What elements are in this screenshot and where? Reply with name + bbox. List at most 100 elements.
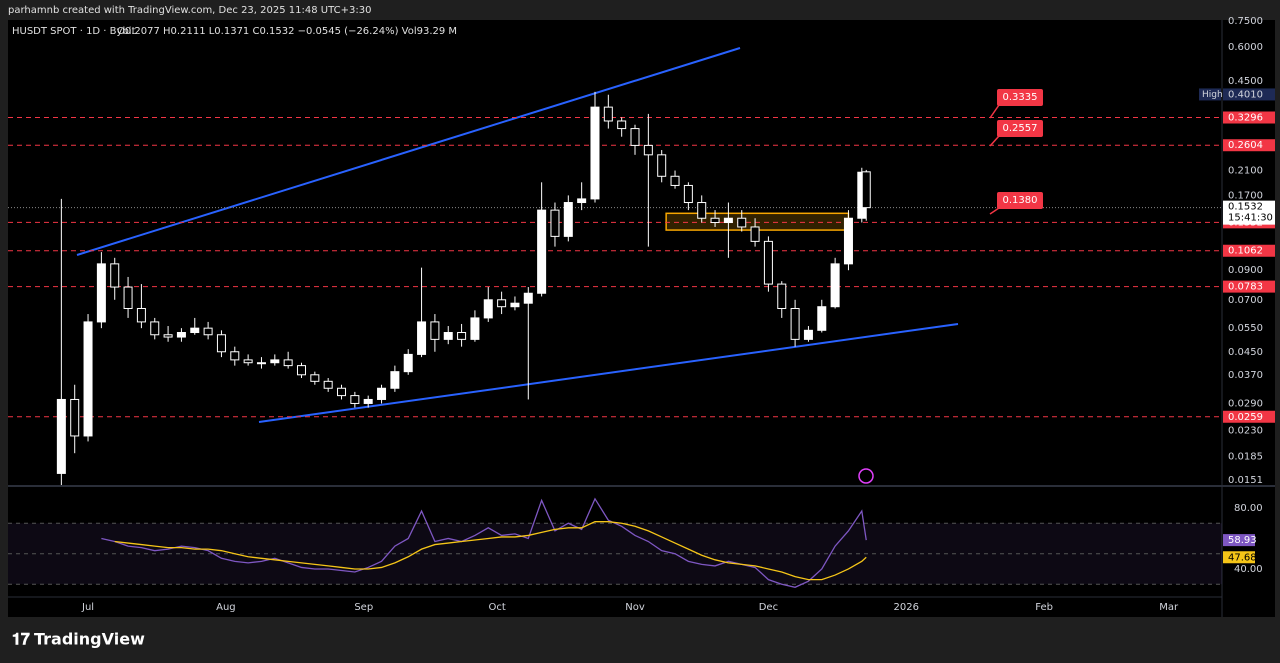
rsi-value: 47.68 — [1228, 552, 1257, 563]
x-tick-label: 2026 — [894, 602, 919, 613]
candle-body — [350, 395, 360, 404]
rsi-tick-label: 40.00 — [1234, 564, 1263, 575]
callout-arrow — [989, 135, 1000, 147]
candle-body — [256, 362, 266, 365]
candle-body — [270, 359, 280, 364]
candle-body — [683, 184, 693, 204]
candle-body — [563, 202, 573, 237]
callout-box — [997, 120, 1043, 137]
level-tag — [1223, 111, 1275, 124]
candle-body — [190, 327, 200, 334]
y-tick-label: 0.0450 — [1228, 347, 1263, 358]
level-label: 0.2604 — [1228, 140, 1263, 151]
last-price-label: 0.1532 — [1228, 202, 1263, 213]
candle-body — [230, 351, 240, 361]
candle-body — [483, 299, 493, 319]
candle-body — [296, 365, 306, 376]
candle-body — [777, 283, 787, 310]
trend-line — [258, 323, 959, 423]
high-tag — [1199, 88, 1221, 101]
callout-box — [997, 89, 1043, 106]
callout-arrow — [989, 207, 1000, 215]
candle-body — [283, 359, 293, 367]
candle-body — [443, 332, 453, 340]
candle-body — [470, 317, 480, 340]
candle-body — [710, 217, 720, 224]
y-tick-label: 0.0290 — [1228, 398, 1263, 409]
y-tick-label: 0.0185 — [1228, 451, 1263, 462]
y-tick-label: 0.0151 — [1228, 475, 1263, 486]
level-label: 0.0259 — [1228, 412, 1263, 423]
flash-icon[interactable] — [858, 468, 874, 484]
candle-body — [123, 286, 133, 310]
candle-body — [430, 321, 440, 340]
callout-label: 0.1380 — [1003, 195, 1038, 206]
x-tick-label: Nov — [625, 602, 645, 613]
level-label: 0.1062 — [1228, 246, 1263, 257]
candle-body — [603, 106, 613, 122]
level-tag — [1223, 280, 1275, 293]
rsi-line — [114, 521, 867, 581]
rsi-band-fill — [8, 523, 1222, 585]
candle-body — [163, 334, 173, 338]
candle-body — [697, 202, 707, 219]
candle-body — [643, 144, 653, 156]
candle-body — [830, 263, 840, 308]
trend-line — [76, 47, 741, 256]
high-value-tag — [1223, 88, 1275, 101]
candle-body — [70, 398, 80, 437]
y-tick-label: 0.1700 — [1228, 190, 1263, 201]
candle-body — [110, 263, 120, 288]
candle-body — [150, 321, 160, 336]
rsi-tick-label: 80.00 — [1234, 503, 1263, 514]
candle-body — [403, 353, 413, 373]
candle-body — [417, 321, 427, 355]
candle-body — [577, 198, 587, 204]
candle-body — [723, 217, 733, 224]
candle-body — [510, 302, 520, 308]
y-tick-label: 0.2100 — [1228, 166, 1263, 177]
y-tick-label: 0.7500 — [1228, 16, 1263, 27]
high-value: 0.4010 — [1228, 89, 1263, 100]
candle-body — [243, 359, 253, 364]
x-tick-label: Jul — [81, 602, 94, 613]
candle-body — [750, 226, 760, 242]
ohlc: O0.2077 H0.2111 L0.1371 C0.1532 −0.0545 … — [117, 26, 457, 37]
chart-bg — [8, 20, 1275, 617]
candle-body — [861, 171, 871, 209]
callout-label: 0.3335 — [1003, 92, 1038, 103]
candle-body — [363, 398, 373, 404]
candle-body — [630, 128, 640, 146]
credit: parhamnb created with TradingView.com, D… — [8, 5, 371, 16]
callout-box — [997, 192, 1043, 209]
level-label: 0.3296 — [1228, 113, 1263, 124]
x-tick-label: Dec — [759, 602, 778, 613]
candle-body — [737, 217, 747, 228]
level-tag — [1223, 410, 1275, 423]
level-tag — [1223, 139, 1275, 152]
x-tick-label: Aug — [216, 602, 236, 613]
candle-body — [550, 209, 560, 237]
candle-body — [817, 306, 827, 331]
candle-body — [657, 154, 667, 177]
rsi-value-tag — [1223, 534, 1255, 547]
candle-body — [136, 308, 146, 323]
candle-body — [176, 332, 186, 338]
candle-body — [56, 398, 66, 474]
x-tick-label: Mar — [1159, 602, 1179, 613]
last-price-tag — [1223, 200, 1275, 225]
candle-body — [790, 308, 800, 340]
rsi-value-tag — [1223, 551, 1255, 564]
brand: TradingView — [34, 630, 145, 649]
candle-body — [83, 321, 93, 437]
level-tag — [1223, 244, 1275, 257]
x-tick-label: Oct — [489, 602, 506, 613]
candle-body — [390, 371, 400, 389]
y-tick-label: 0.0370 — [1228, 370, 1263, 381]
y-tick-label: 0.4500 — [1228, 76, 1263, 87]
countdown: 15:41:30 — [1228, 213, 1273, 224]
candle-body — [537, 209, 547, 294]
candle-body — [670, 175, 680, 186]
